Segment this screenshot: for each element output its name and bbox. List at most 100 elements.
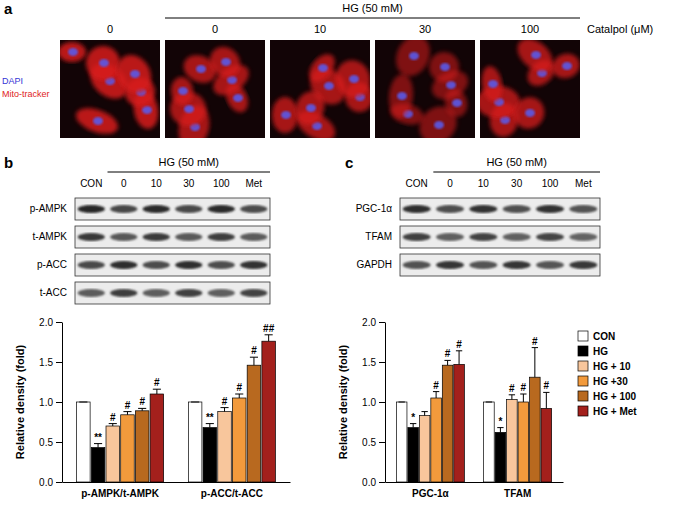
plot-marks (396, 348, 551, 482)
blot-band (208, 289, 235, 297)
legend-label: HG + 100 (593, 391, 637, 402)
error-bar (486, 402, 492, 403)
lane-label: 10 (151, 178, 163, 189)
x-tick-label: p-ACC/t-ACC (201, 488, 263, 499)
error-bar-cap (486, 402, 492, 403)
significance-label: ** (206, 412, 214, 423)
nucleus (99, 59, 109, 67)
nucleus (93, 117, 103, 125)
nucleus (318, 64, 328, 72)
cell (390, 40, 437, 82)
error-bar-cap (109, 423, 117, 424)
bar (518, 402, 529, 482)
y-tick-label: 1.0 (362, 397, 376, 408)
plot-marks (77, 335, 276, 482)
blot-band (110, 289, 137, 297)
blot-header: HG (50 mM) (486, 156, 547, 168)
blot-strip (75, 226, 270, 248)
nucleus (446, 81, 456, 89)
cell (480, 65, 505, 104)
y-tick: 2.0 (39, 317, 62, 328)
micrograph-bg (165, 40, 265, 138)
bar (495, 432, 506, 482)
blot-band (208, 261, 235, 269)
bar (442, 365, 453, 482)
y-tick-mark (379, 482, 385, 483)
bar (484, 402, 495, 482)
error-bar-cap (94, 443, 102, 444)
error-bar-cap (497, 427, 503, 428)
x-axis-line (386, 482, 564, 483)
blot-band (208, 233, 235, 241)
legend-swatch (578, 406, 588, 416)
blot-band (110, 205, 137, 213)
bar (203, 428, 217, 482)
legend-label: CON (593, 331, 615, 342)
nucleus (440, 63, 450, 71)
blot-band (175, 289, 202, 297)
error-bar-cap (520, 394, 526, 395)
lane-label: CON (406, 178, 428, 189)
nucleus (306, 104, 316, 112)
cell (387, 73, 415, 119)
error-bar-cap (509, 394, 515, 395)
blot-band (503, 233, 531, 241)
nucleus (525, 109, 535, 117)
blot-band (175, 233, 202, 241)
blot-band (240, 261, 267, 269)
error-bar-stem (546, 392, 547, 408)
blot-band (436, 261, 464, 269)
y-tick-label: 0.0 (362, 477, 376, 488)
y-axis-line (385, 323, 386, 483)
lane-label: 0 (121, 178, 127, 189)
group-header: HG (50 mM) (342, 2, 403, 14)
bar (91, 448, 105, 482)
cell (304, 49, 340, 86)
lane-label: 10 (478, 178, 490, 189)
y-tick: 1.0 (362, 397, 385, 408)
blot-band (503, 261, 531, 269)
legend-item: HG (578, 346, 608, 357)
y-axis-line (62, 323, 63, 483)
error-bar (456, 351, 462, 365)
error-bar-cap (421, 411, 427, 412)
blot-band (436, 233, 464, 241)
blot-strip (75, 254, 270, 276)
error-bar (109, 424, 117, 426)
marks-group (396, 348, 551, 482)
blot-band (143, 205, 170, 213)
nucleus (531, 51, 541, 59)
error-bar-cap (123, 411, 131, 412)
cell (60, 42, 86, 62)
nucleus (184, 105, 194, 113)
y-tick: 0.5 (39, 437, 62, 448)
y-tick-label: 0.0 (39, 477, 53, 488)
bar (262, 341, 276, 482)
blot-band (78, 233, 105, 241)
error-bar-cap (206, 423, 214, 424)
blot-band (503, 205, 531, 213)
error-bar (444, 360, 450, 365)
error-bar-stem (268, 335, 269, 341)
bar-chart: 0.00.51.01.52.0p-AMPK/t-AMPKp-ACC/t-ACC*… (39, 317, 290, 499)
blot-row-label: p-ACC (37, 259, 67, 270)
x-tick-label: PGC-1α (412, 488, 450, 499)
error-bar-stem (413, 424, 414, 428)
column-label: 0 (107, 23, 113, 35)
y-tick-mark (379, 442, 385, 443)
column-label: 100 (521, 23, 539, 35)
nucleus (221, 58, 231, 66)
blot-band (403, 261, 431, 269)
significance-label: * (498, 416, 502, 427)
cell (73, 103, 122, 138)
y-tick: 0.0 (39, 477, 62, 488)
cell (549, 50, 580, 82)
blot-band (403, 205, 431, 213)
error-bar-stem (209, 424, 210, 428)
x-tick: TFAM (504, 482, 531, 499)
bar (135, 411, 149, 482)
blot-band (469, 233, 497, 241)
micrograph (165, 40, 265, 138)
blot-band (240, 289, 267, 297)
error-bar-cap (532, 347, 538, 348)
